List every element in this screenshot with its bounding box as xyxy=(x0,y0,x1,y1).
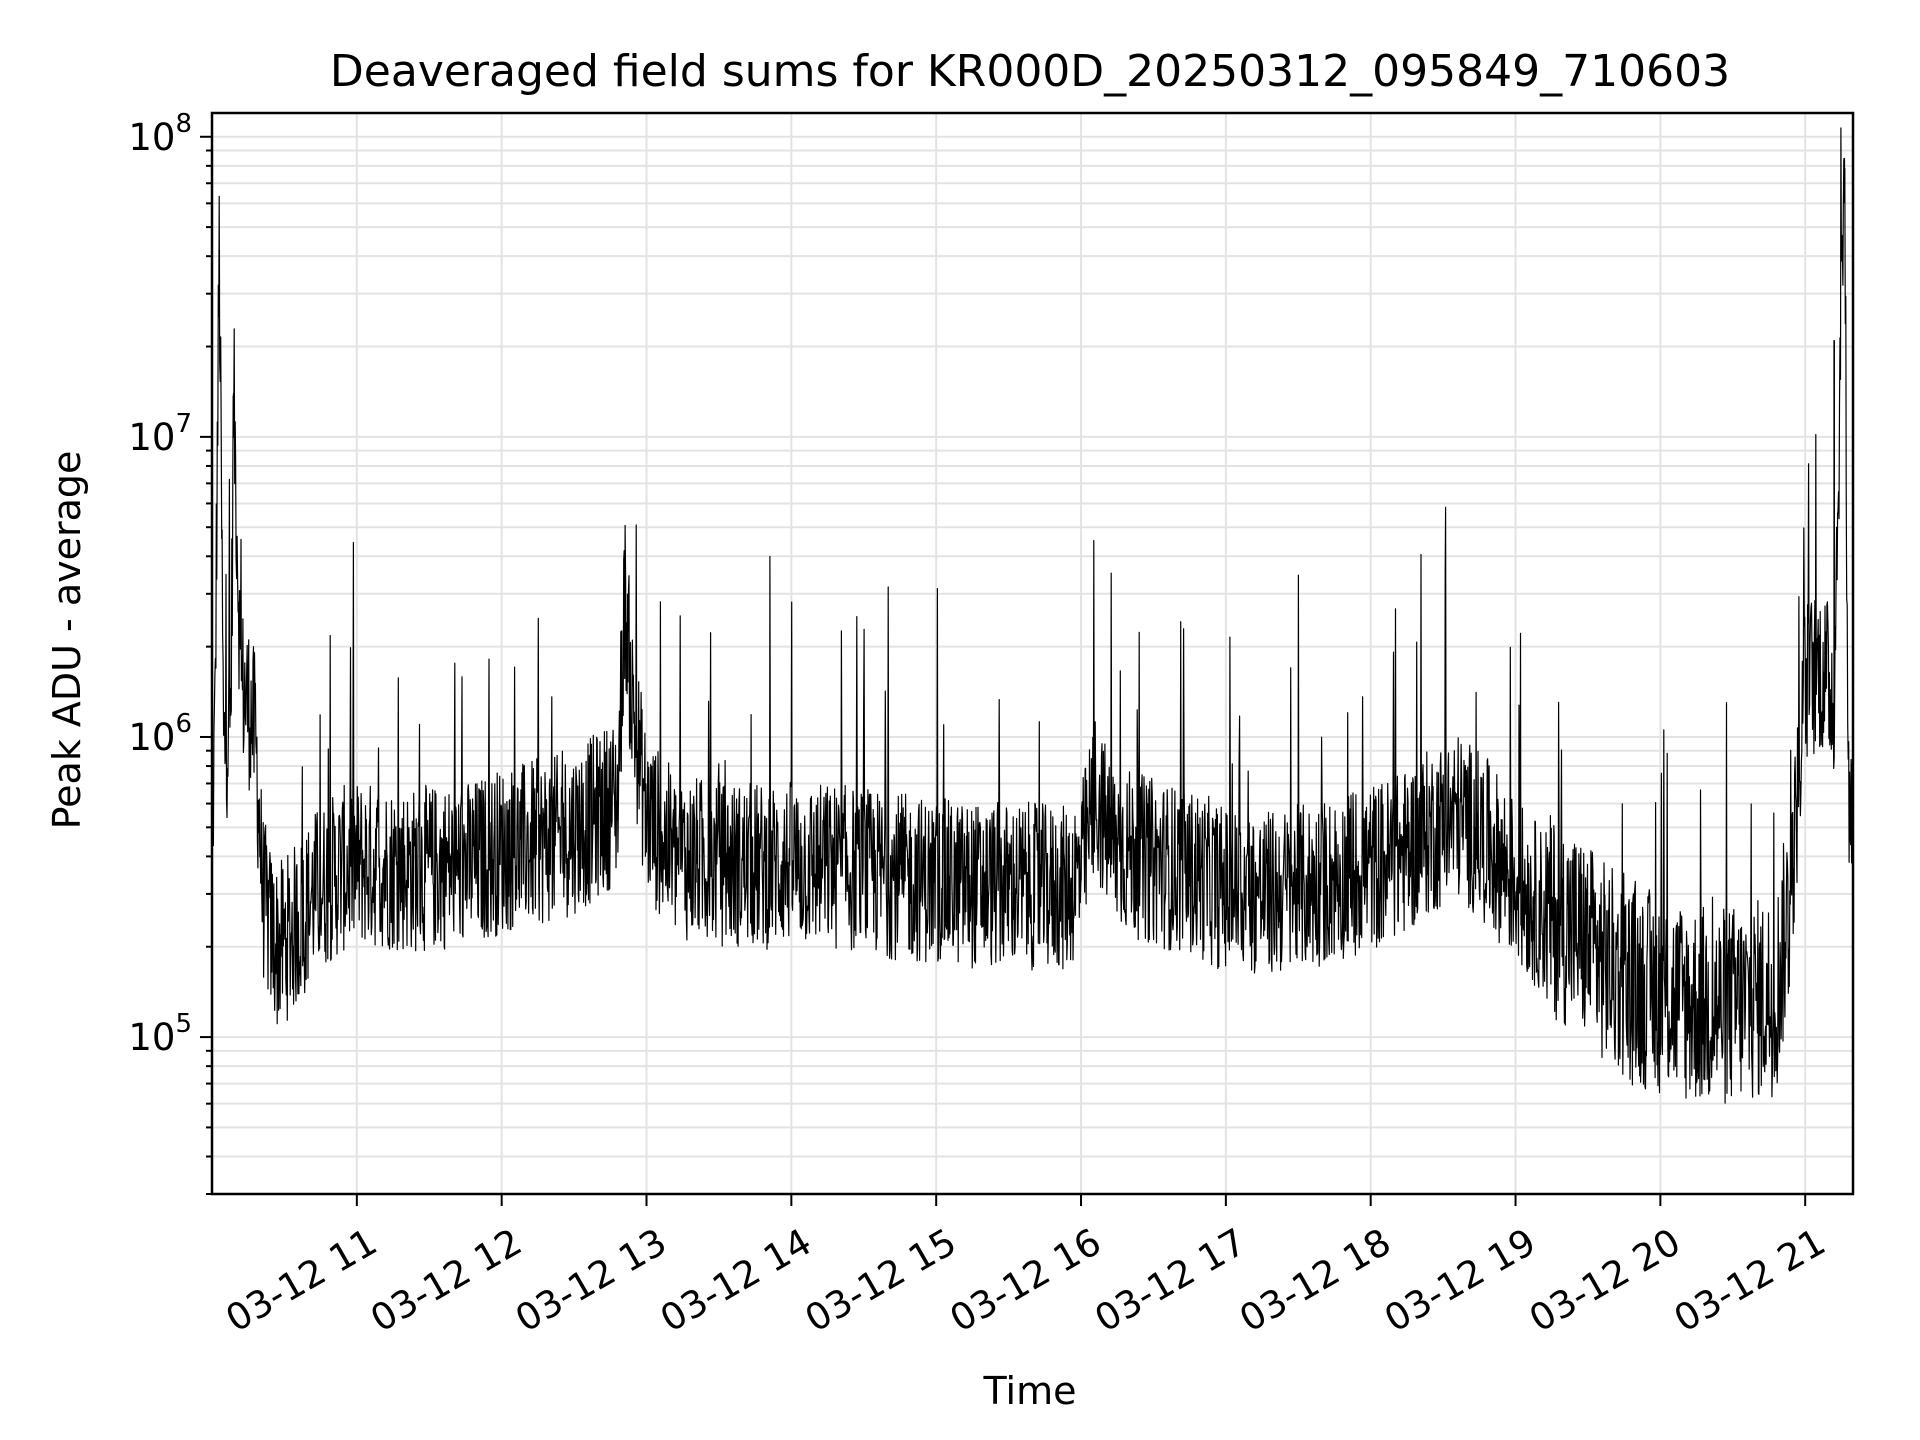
y-tick-exponent: 6 xyxy=(175,709,192,739)
x-tick-label: 03-12 19 xyxy=(1377,1220,1543,1340)
y-axis-title: Peak ADU - average xyxy=(45,451,89,830)
y-tick-exponent: 5 xyxy=(175,1009,192,1039)
y-tick-base: 10 xyxy=(128,1016,175,1059)
y-tick-base: 10 xyxy=(128,716,175,759)
x-tick-label: 03-12 20 xyxy=(1522,1220,1688,1340)
x-tick-label: 03-12 11 xyxy=(219,1220,385,1340)
y-tick-label: 107 xyxy=(128,409,192,459)
x-tick-label: 03-12 17 xyxy=(1088,1220,1254,1340)
x-tick-label: 03-12 13 xyxy=(508,1220,674,1340)
x-tick-label: 03-12 14 xyxy=(653,1220,819,1340)
x-tick-label: 03-12 18 xyxy=(1232,1220,1398,1340)
x-tick-label: 03-12 21 xyxy=(1667,1220,1833,1340)
y-tick-label: 108 xyxy=(128,109,192,159)
y-tick-label: 106 xyxy=(128,709,192,759)
series-layer xyxy=(211,127,1854,1104)
x-tick-label: 03-12 15 xyxy=(798,1220,964,1340)
x-tick-label: 03-12 16 xyxy=(943,1220,1109,1340)
x-tick-label: 03-12 12 xyxy=(363,1220,529,1340)
x-axis-title: Time xyxy=(983,1369,1077,1413)
chart-title: Deaveraged field sums for KR000D_2025031… xyxy=(330,46,1730,97)
y-tick-exponent: 8 xyxy=(175,109,192,139)
series-line xyxy=(211,127,1854,1104)
y-tick-base: 10 xyxy=(128,116,175,159)
y-tick-label: 105 xyxy=(128,1009,192,1059)
y-tick-base: 10 xyxy=(128,416,175,459)
y-tick-exponent: 7 xyxy=(175,409,192,439)
plot-frame xyxy=(210,111,1855,1196)
